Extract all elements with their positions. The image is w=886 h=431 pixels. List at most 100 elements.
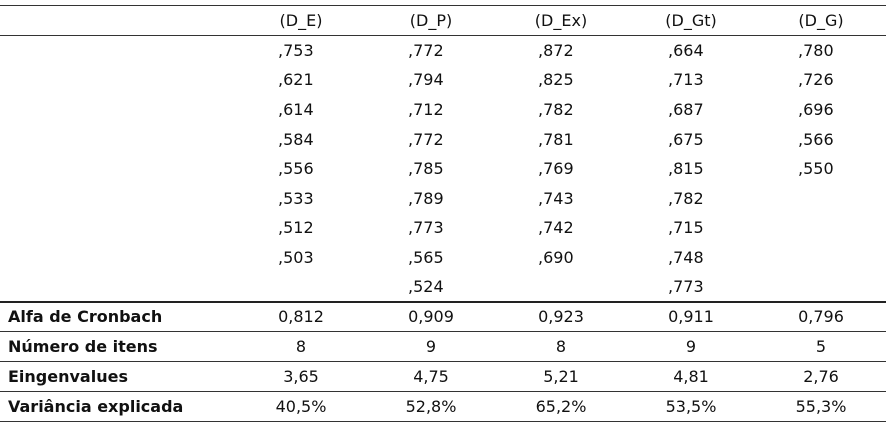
- empty-cell: [0, 124, 236, 154]
- loading-cell: ,780: [798, 41, 834, 61]
- loading-cell: ,621: [278, 70, 314, 90]
- summary-value: 8: [555, 337, 567, 357]
- loading-cell: ,675: [668, 129, 704, 149]
- summary-value: 9: [425, 337, 437, 357]
- summary-row: Variância explicada 40,5% 52,8% 65,2% 53,5% 5…: [0, 391, 886, 422]
- summary-value: 0,812: [278, 307, 324, 327]
- loading-row: ,621 ,794 ,825 ,713 ,726: [0, 65, 886, 95]
- summary-value: 0,923: [538, 307, 584, 327]
- loading-cell: ,524: [408, 277, 444, 297]
- loading-cell: ,743: [538, 188, 574, 208]
- loading-cell: ,550: [798, 159, 834, 179]
- loading-row: ,512 ,773 ,742 ,715: [0, 213, 886, 243]
- table-body: ,753 ,772 ,872 ,664 ,780 ,621 ,794 ,825 ,713 ,726…: [0, 36, 886, 422]
- summary-value: 40,5%: [275, 396, 327, 416]
- summary-row: Eingenvalues 3,65 4,75 5,21 4,81 2,76: [0, 361, 886, 392]
- empty-cell: [496, 272, 626, 302]
- loading-cell: ,772: [408, 41, 444, 61]
- loading-cell: ,742: [538, 218, 574, 238]
- loading-cell: ,566: [798, 129, 834, 149]
- summary-value: 9: [685, 337, 697, 357]
- loading-cell: ,773: [668, 277, 704, 297]
- header-row: (D_E) (D_P) (D_Ex) (D_Gt) (D_G): [0, 5, 886, 36]
- loading-cell: ,715: [668, 218, 704, 238]
- summary-value: 65,2%: [535, 396, 587, 416]
- loading-cell: ,825: [538, 70, 574, 90]
- empty-cell: [0, 65, 236, 95]
- empty-cell: [756, 243, 886, 273]
- empty-cell: [0, 213, 236, 243]
- results-table: (D_E) (D_P) (D_Ex) (D_Gt) (D_G) ,753 ,772 ,872…: [0, 5, 886, 422]
- column-header: (D_G): [798, 11, 844, 30]
- summary-value: 5: [815, 337, 827, 357]
- empty-cell: [236, 272, 366, 302]
- summary-value: 0,796: [798, 307, 844, 327]
- loading-cell: ,753: [278, 41, 314, 61]
- loading-cell: ,789: [408, 188, 444, 208]
- summary-value: 4,75: [413, 366, 449, 386]
- loading-cell: ,794: [408, 70, 444, 90]
- page: (D_E) (D_P) (D_Ex) (D_Gt) (D_G) ,753 ,772 ,872…: [0, 5, 886, 431]
- summary-label: Eingenvalues: [8, 366, 128, 386]
- loading-cell: ,782: [538, 99, 574, 119]
- summary-value: 0,909: [408, 307, 454, 327]
- loading-row: ,556 ,785 ,769 ,815 ,550: [0, 154, 886, 184]
- summary-label: Variância explicada: [8, 396, 184, 416]
- loading-row: ,584 ,772 ,781 ,675 ,566: [0, 124, 886, 154]
- summary-value: 52,8%: [405, 396, 457, 416]
- loading-row: ,614 ,712 ,782 ,687 ,696: [0, 95, 886, 125]
- empty-cell: [0, 272, 236, 302]
- empty-cell: [0, 183, 236, 213]
- loading-row: ,533 ,789 ,743 ,782: [0, 183, 886, 213]
- corner-cell: [0, 6, 236, 36]
- loading-cell: ,773: [408, 218, 444, 238]
- empty-cell: [0, 36, 236, 66]
- summary-row: Alfa de Cronbach 0,812 0,909 0,923 0,911 0,79…: [0, 302, 886, 332]
- empty-cell: [0, 95, 236, 125]
- loading-cell: ,503: [278, 247, 314, 267]
- empty-cell: [0, 243, 236, 273]
- empty-cell: [756, 183, 886, 213]
- summary-value: 2,76: [803, 366, 839, 386]
- loading-cell: ,726: [798, 70, 834, 90]
- loading-cell: ,696: [798, 99, 834, 119]
- loading-row: ,503 ,565 ,690 ,748: [0, 243, 886, 273]
- loading-cell: ,815: [668, 159, 704, 179]
- loading-cell: ,772: [408, 129, 444, 149]
- loading-cell: ,713: [668, 70, 704, 90]
- summary-value: 5,21: [543, 366, 579, 386]
- table-header: (D_E) (D_P) (D_Ex) (D_Gt) (D_G): [0, 5, 886, 36]
- summary-value: 55,3%: [795, 396, 847, 416]
- loading-row: ,524 ,773: [0, 272, 886, 302]
- summary-value: 3,65: [283, 366, 319, 386]
- column-header: (D_Gt): [665, 11, 717, 30]
- column-header: (D_Ex): [534, 11, 588, 30]
- loading-cell: ,664: [668, 41, 704, 61]
- loading-cell: ,556: [278, 159, 314, 179]
- summary-value: 8: [295, 337, 307, 357]
- summary-value: 53,5%: [665, 396, 717, 416]
- summary-label: Alfa de Cronbach: [8, 307, 163, 327]
- summary-value: 0,911: [668, 307, 714, 327]
- column-header: (D_P): [409, 11, 453, 30]
- loading-row: ,753 ,772 ,872 ,664 ,780: [0, 36, 886, 66]
- loading-cell: ,690: [538, 247, 574, 267]
- summary-row: Número de itens 8 9 8 9 5: [0, 332, 886, 362]
- empty-cell: [0, 154, 236, 184]
- loading-cell: ,769: [538, 159, 574, 179]
- loading-cell: ,782: [668, 188, 704, 208]
- loading-cell: ,533: [278, 188, 314, 208]
- summary-value: 4,81: [673, 366, 709, 386]
- loading-cell: ,712: [408, 99, 444, 119]
- summary-label: Número de itens: [8, 337, 158, 357]
- loading-cell: ,614: [278, 99, 314, 119]
- empty-cell: [756, 213, 886, 243]
- column-header: (D_E): [279, 11, 323, 30]
- loading-cell: ,512: [278, 218, 314, 238]
- loading-cell: ,785: [408, 159, 444, 179]
- empty-cell: [756, 272, 886, 302]
- loading-cell: ,872: [538, 41, 574, 61]
- loading-cell: ,565: [408, 247, 444, 267]
- loading-cell: ,584: [278, 129, 314, 149]
- loading-cell: ,687: [668, 99, 704, 119]
